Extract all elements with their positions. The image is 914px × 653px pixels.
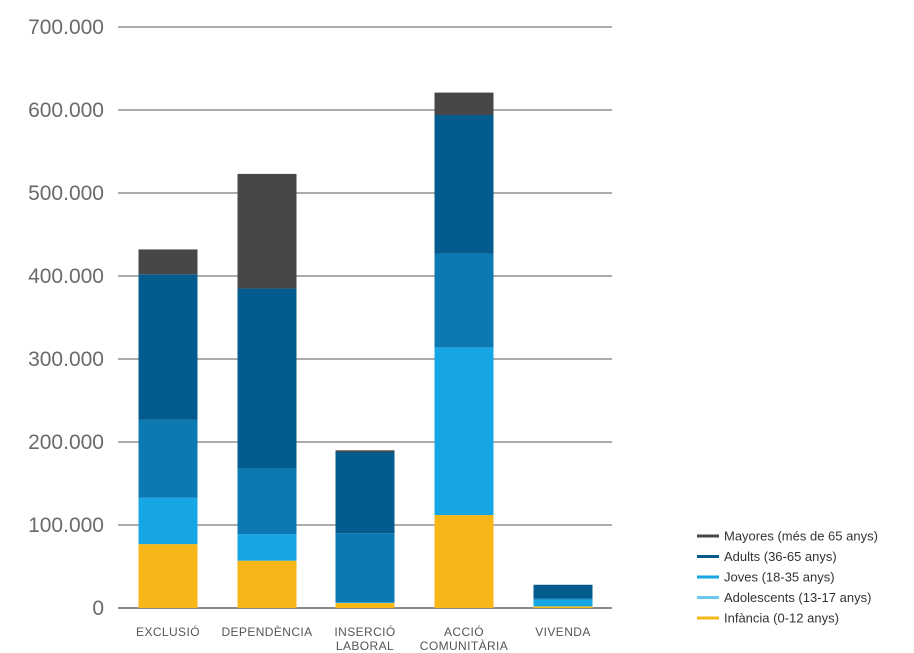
y-tick-label: 200.000 — [28, 431, 104, 454]
bar-segment — [237, 560, 297, 608]
bar-segment — [237, 288, 297, 469]
bar-segment — [335, 603, 395, 608]
bar-segment — [335, 451, 395, 534]
bar-segment — [533, 599, 593, 607]
bar-segment — [237, 468, 297, 535]
x-tick-label: DEPENDÈNCIA — [221, 624, 312, 639]
gridlines — [118, 26, 612, 609]
bar-segment — [237, 534, 297, 561]
bars — [138, 92, 593, 608]
bar-segment — [434, 114, 494, 254]
bar-segment — [434, 515, 494, 608]
y-tick-label: 300.000 — [28, 348, 104, 371]
x-tick-label: INSERCIÓ LABORAL — [334, 624, 395, 653]
y-tick-label: 700.000 — [28, 16, 104, 39]
bar-segment — [138, 497, 198, 545]
bar-segment — [138, 544, 198, 608]
y-axis-ticks: 0 100.000 200.000 300.000 400.000 500.000 600.… — [28, 16, 104, 620]
x-tick-label: VIVENDA — [535, 625, 590, 639]
x-axis-ticks: EXCLUSIÓ DEPENDÈNCIA INSERCIÓ LABORAL ACCIÓ C… — [136, 624, 590, 653]
legend-label: Joves (18-35 anys) — [724, 570, 835, 585]
y-tick-label: 0 — [92, 597, 104, 620]
y-tick-label: 400.000 — [28, 265, 104, 288]
bar-segment — [533, 598, 593, 600]
legend-label: Infància (0-12 anys) — [724, 611, 839, 626]
bar-segment — [335, 450, 395, 452]
x-tick-label: EXCLUSIÓ — [136, 624, 200, 639]
bar-segment — [533, 606, 593, 608]
bar-segment — [335, 533, 395, 603]
y-tick-label: 100.000 — [28, 514, 104, 537]
bar-segment — [533, 584, 593, 599]
y-tick-label: 600.000 — [28, 99, 104, 122]
bar-segment — [434, 347, 494, 516]
legend-label: Mayores (més de 65 anys) — [724, 529, 878, 544]
y-tick-label: 500.000 — [28, 182, 104, 205]
bar-segment — [237, 173, 297, 289]
bar-segment — [434, 92, 494, 115]
bar-segment — [138, 419, 198, 498]
bar-segment — [138, 274, 198, 420]
bar-segment — [434, 253, 494, 348]
x-tick-label: ACCIÓ COMUNITÀRIA — [420, 624, 508, 653]
bar-segment — [335, 602, 395, 604]
legend-label: Adults (36-65 anys) — [724, 549, 837, 564]
legend-label: Adolescents (13-17 anys) — [724, 590, 871, 605]
legend: Mayores (més de 65 anys) Adults (36-65 an… — [697, 529, 878, 626]
bar-segment — [138, 249, 198, 275]
